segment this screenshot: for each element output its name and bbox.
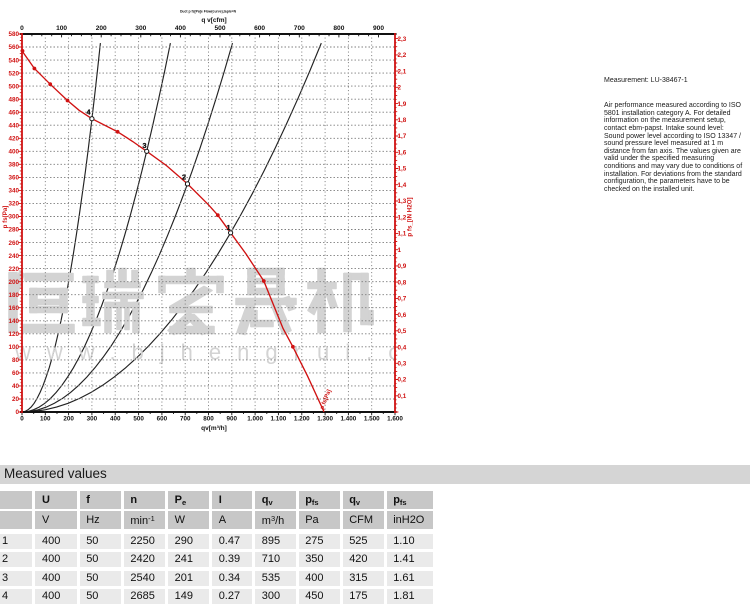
svg-text:700: 700 <box>180 416 191 423</box>
svg-text:600: 600 <box>157 416 168 423</box>
svg-text:p fs_[iN H2O]: p fs_[iN H2O] <box>407 197 414 236</box>
svg-text:440: 440 <box>8 122 19 129</box>
svg-text:0,2: 0,2 <box>398 377 407 384</box>
svg-text:1,6: 1,6 <box>398 150 407 157</box>
svg-text:1.000: 1.000 <box>247 416 263 423</box>
svg-text:1,4: 1,4 <box>398 182 407 189</box>
svg-text:4: 4 <box>87 108 91 117</box>
svg-text:100: 100 <box>40 416 51 423</box>
svg-text:0,5: 0,5 <box>398 328 407 335</box>
svg-text:180: 180 <box>8 292 19 299</box>
svg-text:www.bjhengrui.cn: www.bjhengrui.cn <box>14 340 443 365</box>
svg-text:0,7: 0,7 <box>398 296 407 303</box>
svg-text:1.600: 1.600 <box>387 416 403 423</box>
svg-text:220: 220 <box>8 266 19 273</box>
svg-text:2,1: 2,1 <box>398 68 407 75</box>
svg-text:1,3: 1,3 <box>398 198 407 205</box>
svg-text:200: 200 <box>96 25 107 32</box>
svg-text:2: 2 <box>398 85 402 92</box>
svg-text:40: 40 <box>12 383 20 390</box>
svg-text:0,3: 0,3 <box>398 361 407 368</box>
svg-text:700: 700 <box>294 25 305 32</box>
svg-text:560: 560 <box>8 44 19 51</box>
svg-text:400: 400 <box>8 149 19 156</box>
svg-text:500: 500 <box>8 83 19 90</box>
svg-text:280: 280 <box>8 227 19 234</box>
svg-text:1.300: 1.300 <box>317 416 333 423</box>
svg-text:Duct p fs[Pa]e Flow(curve),tap: Duct p fs[Pa]e Flow(curve),taple=N <box>180 10 237 14</box>
svg-text:1.100: 1.100 <box>271 416 287 423</box>
svg-text:0,9: 0,9 <box>398 263 407 270</box>
svg-text:240: 240 <box>8 253 19 260</box>
svg-text:1,9: 1,9 <box>398 101 407 108</box>
svg-text:900: 900 <box>227 416 238 423</box>
svg-text:0: 0 <box>20 416 24 423</box>
svg-text:0: 0 <box>20 25 24 32</box>
svg-text:120: 120 <box>8 331 19 338</box>
svg-text:140: 140 <box>8 318 19 325</box>
svg-text:2,2: 2,2 <box>398 52 407 59</box>
svg-text:380: 380 <box>8 162 19 169</box>
svg-text:300: 300 <box>135 25 146 32</box>
svg-text:0,8: 0,8 <box>398 279 407 286</box>
svg-text:0,6: 0,6 <box>398 312 407 319</box>
svg-text:400: 400 <box>175 25 186 32</box>
svg-text:60: 60 <box>12 370 20 377</box>
svg-text:600: 600 <box>254 25 265 32</box>
svg-text:1.400: 1.400 <box>341 416 357 423</box>
svg-text:540: 540 <box>8 57 19 64</box>
svg-text:0,1: 0,1 <box>398 393 407 400</box>
svg-text:1,7: 1,7 <box>398 133 407 140</box>
svg-text:200: 200 <box>63 416 74 423</box>
svg-text:580: 580 <box>8 31 19 38</box>
svg-text:3: 3 <box>143 141 147 150</box>
svg-text:200: 200 <box>8 279 19 286</box>
svg-text:500: 500 <box>133 416 144 423</box>
svg-text:80: 80 <box>12 357 20 364</box>
svg-text:q v[cfm]: q v[cfm] <box>201 17 226 24</box>
svg-text:20: 20 <box>12 396 20 403</box>
svg-text:1.500: 1.500 <box>364 416 380 423</box>
svg-text:340: 340 <box>8 188 19 195</box>
svg-text:1,2: 1,2 <box>398 214 407 221</box>
svg-text:520: 520 <box>8 70 19 77</box>
svg-text:1,8: 1,8 <box>398 117 407 124</box>
svg-text:460: 460 <box>8 109 19 116</box>
svg-text:100: 100 <box>56 25 67 32</box>
svg-text:2: 2 <box>182 173 186 182</box>
svg-text:900: 900 <box>373 25 384 32</box>
svg-text:1: 1 <box>227 223 231 232</box>
svg-text:300: 300 <box>8 214 19 221</box>
svg-text:400: 400 <box>110 416 121 423</box>
svg-text:800: 800 <box>333 25 344 32</box>
svg-text:300: 300 <box>87 416 98 423</box>
svg-text:160: 160 <box>8 305 19 312</box>
svg-text:1,1: 1,1 <box>398 231 407 238</box>
svg-text:800: 800 <box>203 416 214 423</box>
svg-text:260: 260 <box>8 240 19 247</box>
svg-text:0: 0 <box>15 409 19 416</box>
svg-text:480: 480 <box>8 96 19 103</box>
svg-text:100: 100 <box>8 344 19 351</box>
svg-text:qv[m³/h]: qv[m³/h] <box>201 425 227 432</box>
svg-text:1.200: 1.200 <box>294 416 310 423</box>
svg-text:p fs[Pa]: p fs[Pa] <box>2 206 9 229</box>
svg-text:2,3: 2,3 <box>398 36 407 43</box>
svg-text:p fs[Pa]: p fs[Pa] <box>319 389 332 411</box>
svg-text:500: 500 <box>214 25 225 32</box>
svg-text:420: 420 <box>8 136 19 143</box>
svg-text:320: 320 <box>8 201 19 208</box>
svg-text:360: 360 <box>8 175 19 182</box>
svg-text:0,4: 0,4 <box>398 344 407 351</box>
svg-text:1,5: 1,5 <box>398 166 407 173</box>
svg-text:1: 1 <box>398 247 402 254</box>
